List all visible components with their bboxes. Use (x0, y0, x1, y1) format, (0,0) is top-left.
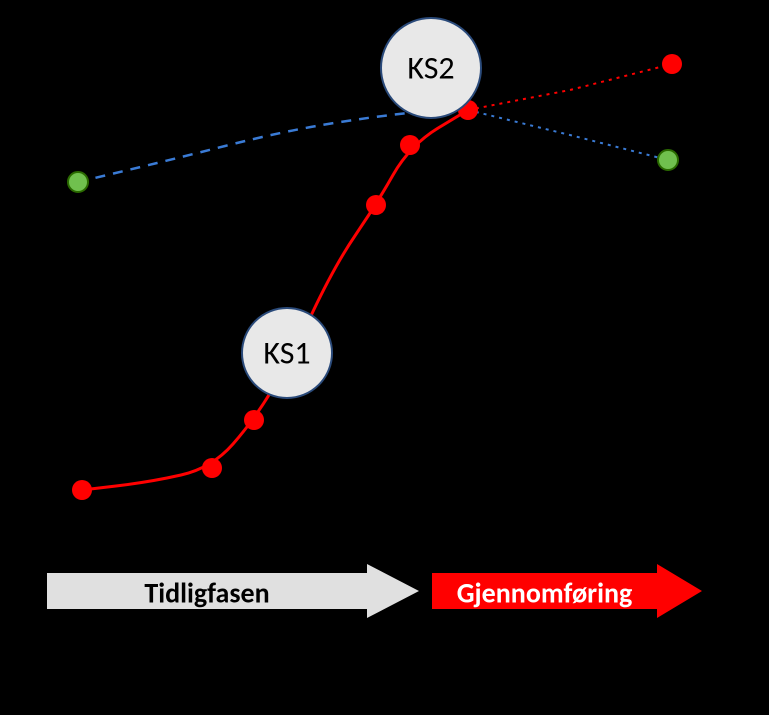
red-curve-point (244, 410, 264, 430)
gjennomforing-arrow: Gjennomføring (432, 564, 702, 618)
green-dot-right (658, 150, 678, 170)
blue-dashed-line (78, 108, 455, 182)
red-dotted-line (468, 64, 672, 110)
red-dot-right (662, 54, 682, 74)
ks1-node: KS1 (242, 308, 332, 398)
red-curve-points (72, 100, 478, 500)
red-curve-point (202, 458, 222, 478)
tidligfasen-label: Tidligfasen (144, 576, 269, 611)
ks1-label: KS1 (263, 334, 310, 373)
blue-dotted-line (468, 110, 668, 160)
red-curve-point (400, 135, 420, 155)
gjennomforing-label: Gjennomføring (457, 576, 633, 611)
ks2-label: KS2 (407, 49, 454, 88)
red-curve-point (72, 480, 92, 500)
red-curve-point (366, 195, 386, 215)
green-dot-left (68, 172, 88, 192)
ks2-node: KS2 (381, 18, 481, 118)
tidligfasen-arrow: Tidligfasen (47, 564, 419, 618)
